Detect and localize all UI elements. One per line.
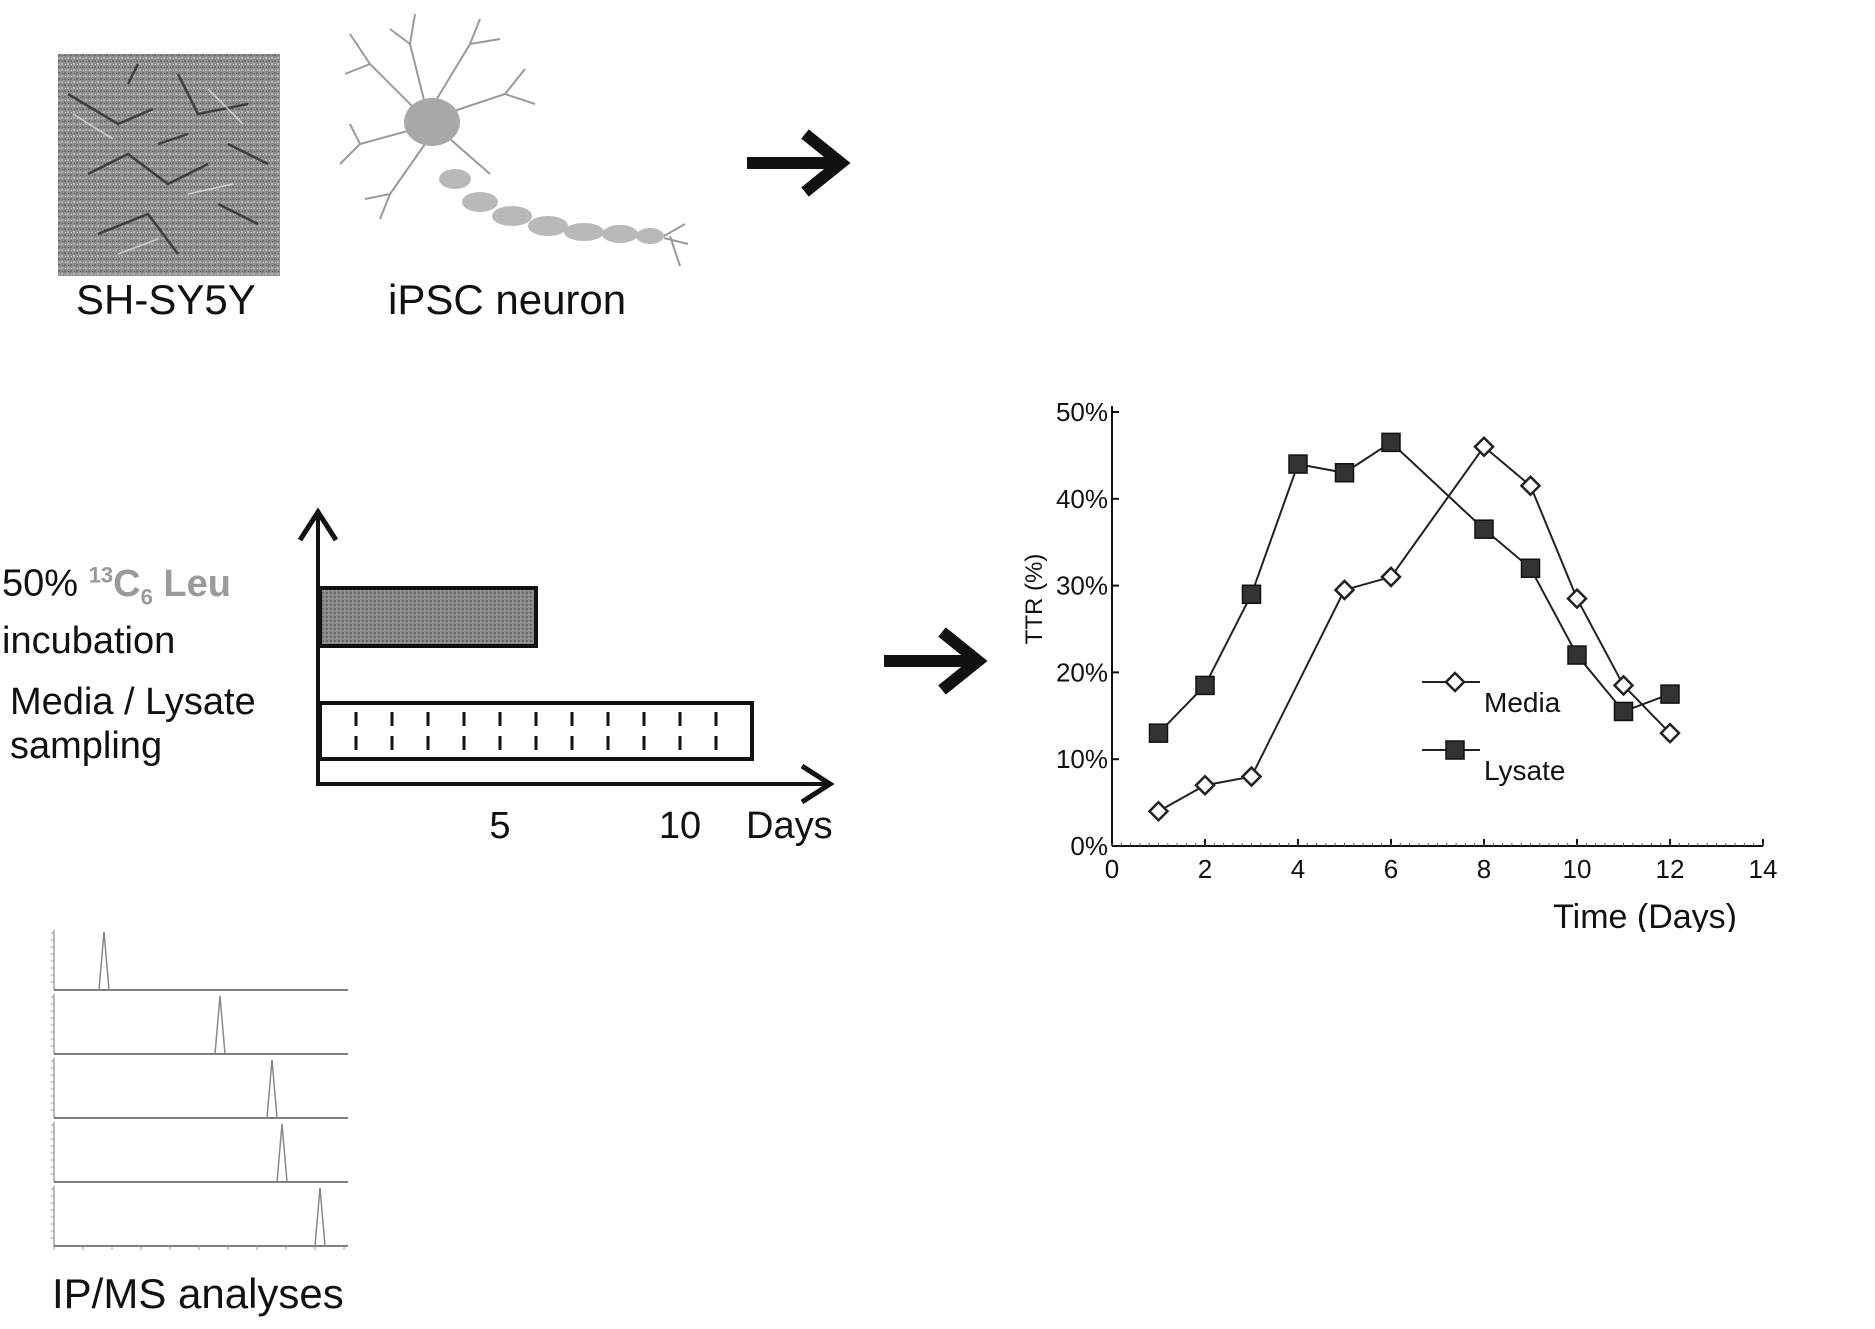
shsy5y-micrograph <box>58 54 280 276</box>
sampling-line-1: Media / Lysate <box>10 681 256 723</box>
data-point-lysate <box>1382 433 1400 451</box>
y-tick-label: 50% <box>1056 397 1108 427</box>
ipms-chromatograms <box>48 920 358 1260</box>
shsy5y-label: SH-SY5Y <box>76 276 256 324</box>
x-tick-label: 8 <box>1477 854 1491 884</box>
x-tick-label: 12 <box>1656 854 1685 884</box>
data-point-lysate <box>1289 455 1307 473</box>
ms-peak <box>277 1124 287 1182</box>
legend-label-lysate: Lysate <box>1484 755 1565 786</box>
data-point-media <box>1196 776 1214 794</box>
x-tick-label: 4 <box>1291 854 1305 884</box>
y-tick-label: 20% <box>1056 657 1108 687</box>
x-tick-label: 10 <box>1563 854 1592 884</box>
data-point-media <box>1336 581 1354 599</box>
chart-y-label: TTR (%) <box>1021 554 1048 645</box>
ipsc-neuron-illustration <box>330 4 700 284</box>
x-tick-label: 14 <box>1749 854 1778 884</box>
incubation-word: incubation <box>2 620 175 662</box>
legend-marker-lysate <box>1446 741 1464 759</box>
timeline-tick-5: 5 <box>489 805 510 847</box>
y-tick-label: 0% <box>1070 831 1108 861</box>
y-tick-label: 10% <box>1056 744 1108 774</box>
incubation-bar <box>320 588 536 646</box>
series-line-media <box>1159 447 1671 812</box>
data-point-lysate <box>1243 585 1261 603</box>
isotope-count: 6 <box>141 584 153 609</box>
x-tick-label: 6 <box>1384 854 1398 884</box>
data-point-media <box>1382 568 1400 586</box>
isotope-mass-number: 13 <box>89 562 113 587</box>
x-tick-label: 2 <box>1198 854 1212 884</box>
series-line-lysate <box>1159 442 1671 733</box>
ipsc-neuron-label: iPSC neuron <box>388 276 626 324</box>
data-point-lysate <box>1522 559 1540 577</box>
data-point-lysate <box>1150 724 1168 742</box>
ms-peak <box>315 1188 325 1246</box>
labeling-timeline: 5 10 Days <box>290 500 860 860</box>
sampling-label: Media / Lysate sampling <box>10 680 256 768</box>
isotope-label: 13C6 Leu <box>89 563 231 605</box>
isotope-element: C <box>113 563 140 605</box>
ipms-label: IP/MS analyses <box>52 1270 344 1318</box>
data-point-media <box>1568 590 1586 608</box>
ms-peak <box>267 1060 277 1118</box>
legend-marker-media <box>1446 673 1464 691</box>
data-point-lysate <box>1336 464 1354 482</box>
data-point-lysate <box>1196 676 1214 694</box>
sampling-bar <box>320 703 752 759</box>
arrow-right-icon <box>882 626 992 696</box>
data-point-lysate <box>1661 685 1679 703</box>
data-point-lysate <box>1568 646 1586 664</box>
isotope-amino-acid: Leu <box>153 563 231 605</box>
legend-label-media: Media <box>1484 687 1561 718</box>
y-tick-label: 30% <box>1056 571 1108 601</box>
timeline-tick-10: 10 <box>659 805 701 847</box>
ms-peak <box>215 996 225 1054</box>
ms-peak <box>99 932 109 990</box>
incubation-label: 50% 13C6 Leu incubation <box>2 553 231 663</box>
x-tick-label: 0 <box>1105 854 1119 884</box>
data-point-lysate <box>1615 702 1633 720</box>
chart-x-label: Time (Days) <box>1553 898 1737 932</box>
arrow-right-icon <box>745 128 855 198</box>
data-point-media <box>1150 802 1168 820</box>
incubation-percent: 50% <box>2 563 89 605</box>
ttr-chart: 0% 10% 20% 30% 40% 50% 0 2 4 6 8 10 12 14 Media Lysate… <box>1010 392 1800 932</box>
data-point-media <box>1243 768 1261 786</box>
sampling-line-2: sampling <box>10 725 162 767</box>
data-point-lysate <box>1475 520 1493 538</box>
y-tick-label: 40% <box>1056 484 1108 514</box>
timeline-axis-unit: Days <box>746 805 833 847</box>
